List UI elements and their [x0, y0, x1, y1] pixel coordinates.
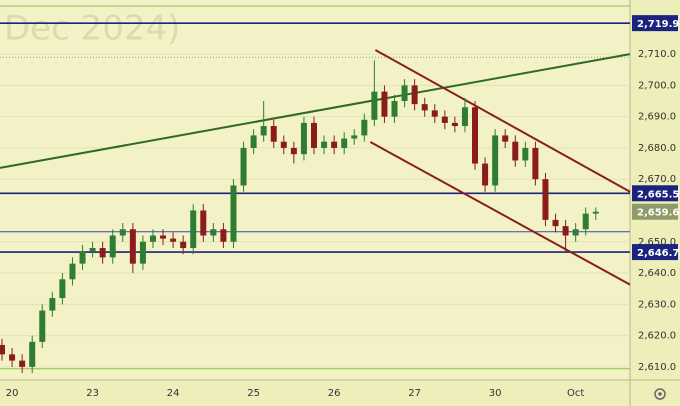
x-tick-label: 24	[167, 388, 180, 399]
price-tag	[632, 15, 678, 32]
candle-body	[441, 116, 448, 123]
candle-body	[451, 122, 458, 127]
trend-line	[369, 141, 631, 286]
candle-body	[49, 298, 56, 311]
price-tag-label: 2,665.5	[637, 189, 679, 200]
candle-body	[200, 210, 207, 236]
candle-body	[321, 141, 328, 148]
candle-body	[421, 104, 428, 111]
candle-body	[492, 135, 499, 186]
y-tick-label: 2,710.0	[638, 49, 676, 60]
candle-body	[592, 211, 599, 214]
price-tag-label: 2,646.7	[637, 248, 679, 259]
x-tick-label: 23	[86, 388, 99, 399]
x-tick-label: 20	[6, 388, 19, 399]
candle-body	[482, 163, 489, 186]
candle-body	[391, 101, 398, 117]
candle-body	[79, 251, 86, 264]
y-tick-label: 2,670.0	[638, 174, 676, 185]
y-tick-label: 2,690.0	[638, 112, 676, 123]
candle-body	[139, 241, 146, 264]
candle-body	[411, 85, 418, 105]
y-tick-label: 2,640.0	[638, 268, 676, 279]
y-tick-label: 2,680.0	[638, 143, 676, 154]
candle-body	[59, 279, 66, 299]
candle-body	[149, 235, 156, 242]
candle-body	[260, 126, 267, 136]
candle-body	[89, 248, 96, 252]
price-tag	[632, 244, 678, 261]
candle-body	[9, 354, 16, 361]
candle-body	[29, 341, 36, 367]
candle-body	[280, 141, 287, 148]
x-tick-label: Oct	[567, 388, 584, 399]
candle-body	[572, 229, 579, 236]
candle-body	[250, 135, 257, 148]
candle-body	[39, 310, 46, 342]
candle-body	[461, 107, 468, 127]
candle-body	[542, 179, 549, 220]
trend-line	[0, 53, 631, 169]
trend-line	[374, 49, 631, 193]
x-tick-label: 26	[328, 388, 341, 399]
price-tag-label: 2,719.9	[637, 19, 679, 30]
y-tick-label: 2,700.0	[638, 80, 676, 91]
candle-body	[160, 235, 167, 239]
candle-body	[180, 241, 187, 249]
candle-body	[240, 147, 247, 186]
candle-body	[170, 238, 177, 242]
candle-body	[19, 360, 26, 367]
plot-area	[0, 0, 630, 380]
candle-body	[210, 229, 217, 236]
x-tick-label: 25	[247, 388, 260, 399]
y-tick-label: 2,620.0	[638, 331, 676, 342]
x-tick-label: 30	[489, 388, 502, 399]
candle-body	[381, 91, 388, 117]
candle-body	[270, 126, 277, 142]
candle-body	[341, 138, 348, 148]
candle-body	[522, 147, 529, 161]
y-tick-label: 2,630.0	[638, 299, 676, 310]
watermark: Dec 2024)	[4, 9, 180, 49]
candle-body	[361, 119, 368, 136]
candle-body	[562, 226, 569, 236]
candle-body	[119, 229, 126, 236]
settings-icon[interactable]	[654, 388, 666, 400]
y-tick-label: 2,650.0	[638, 237, 676, 248]
candle-body	[129, 229, 136, 264]
x-tick-label: 27	[408, 388, 421, 399]
price-tag-label: 2,659.6	[637, 208, 679, 219]
price-tag	[632, 185, 678, 202]
candle-body	[190, 210, 197, 249]
candle-body	[351, 135, 358, 139]
price-tag	[632, 203, 678, 220]
candle-body	[290, 147, 297, 155]
candle-body	[230, 185, 237, 242]
candle-body	[472, 107, 479, 164]
candle-body	[371, 91, 378, 120]
candle-body	[552, 219, 559, 227]
candle-body	[431, 110, 438, 117]
candle-body	[502, 135, 509, 142]
candle-body	[300, 122, 307, 155]
candle-body	[0, 344, 6, 355]
candle-body	[69, 263, 76, 280]
candle-body	[99, 248, 106, 258]
y-tick-label: 2,610.0	[638, 362, 676, 373]
candle-body	[220, 229, 227, 242]
candle-body	[582, 213, 589, 230]
candle-body	[401, 85, 408, 102]
candle-body	[310, 122, 317, 148]
candle-body	[532, 147, 539, 180]
candle-body	[512, 141, 519, 161]
candle-body	[109, 235, 116, 258]
candle-body	[331, 141, 338, 148]
